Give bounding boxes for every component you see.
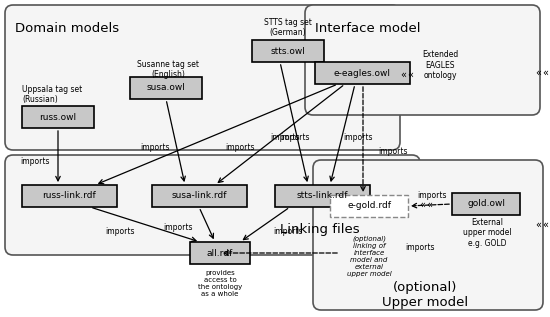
Text: imports: imports [105,228,135,236]
Text: «: « [426,200,432,210]
Text: Interface model: Interface model [315,22,421,35]
Text: imports: imports [280,133,310,143]
FancyBboxPatch shape [5,155,420,255]
Text: Linking files: Linking files [280,223,360,236]
Bar [22,106,94,128]
FancyBboxPatch shape [305,5,540,115]
Bar [130,77,202,99]
Text: imports: imports [417,191,447,200]
Text: Uppsala tag set
(Russian): Uppsala tag set (Russian) [22,85,82,104]
Text: «: « [400,70,406,80]
Text: Susanne tag set
(English): Susanne tag set (English) [137,60,199,79]
Text: russ-link.rdf: russ-link.rdf [42,191,96,200]
Text: (optional)
Upper model: (optional) Upper model [382,281,468,309]
Text: all.rdf: all.rdf [207,249,233,257]
Text: susa-link.rdf: susa-link.rdf [171,191,227,200]
Text: «: « [542,68,548,78]
Text: russ.owl: russ.owl [40,113,76,121]
Text: gold.owl: gold.owl [467,199,505,209]
Text: Extended
EAGLES
ontology: Extended EAGLES ontology [422,50,458,80]
Text: provides
access to
the ontology
as a whole: provides access to the ontology as a who… [198,270,242,297]
Bar [452,193,520,215]
Text: imports: imports [163,223,192,232]
Bar [330,195,408,217]
Text: stts.owl: stts.owl [271,47,305,55]
Bar [252,40,324,62]
Text: «: « [407,70,413,80]
Bar [315,62,410,84]
Bar [152,185,247,207]
Text: «: « [535,68,541,78]
Text: imports: imports [405,243,434,253]
Text: e-gold.rdf: e-gold.rdf [347,202,391,210]
Bar [22,185,117,207]
Text: «: « [542,220,548,230]
Text: stts-link.rdf: stts-link.rdf [296,191,348,200]
Text: imports: imports [140,144,170,152]
Text: imports: imports [226,144,255,152]
Text: imports: imports [273,228,303,236]
Text: External
upper model
e.g. GOLD: External upper model e.g. GOLD [463,218,512,248]
Bar [190,242,250,264]
Text: «: « [419,200,425,210]
FancyBboxPatch shape [313,160,543,310]
FancyBboxPatch shape [5,5,400,150]
Text: imports: imports [343,133,373,143]
Text: «: « [535,220,541,230]
Text: susa.owl: susa.owl [146,83,185,93]
Text: STTS tag set
(German): STTS tag set (German) [264,18,312,37]
Text: imports: imports [270,133,300,143]
Bar [275,185,370,207]
Text: (optional)
linking of
interface
model and
external
upper model: (optional) linking of interface model an… [346,235,392,277]
Text: imports: imports [378,147,408,157]
Text: e-eagles.owl: e-eagles.owl [333,68,390,77]
Text: imports: imports [20,158,50,166]
Text: Domain models: Domain models [15,22,119,35]
